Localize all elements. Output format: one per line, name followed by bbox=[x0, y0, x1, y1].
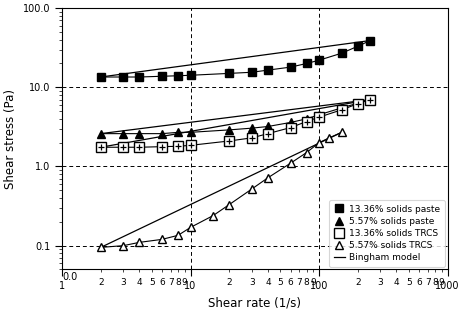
Legend: 13.36% solids paste, 5.57% solids paste, 13.36% solids TRCS, 5.57% solids TRCS, : 13.36% solids paste, 5.57% solids paste,… bbox=[329, 200, 444, 267]
X-axis label: Shear rate (1/s): Shear rate (1/s) bbox=[208, 297, 300, 310]
Y-axis label: Shear stress (Pa): Shear stress (Pa) bbox=[4, 89, 17, 189]
Text: 0.0: 0.0 bbox=[62, 272, 77, 282]
